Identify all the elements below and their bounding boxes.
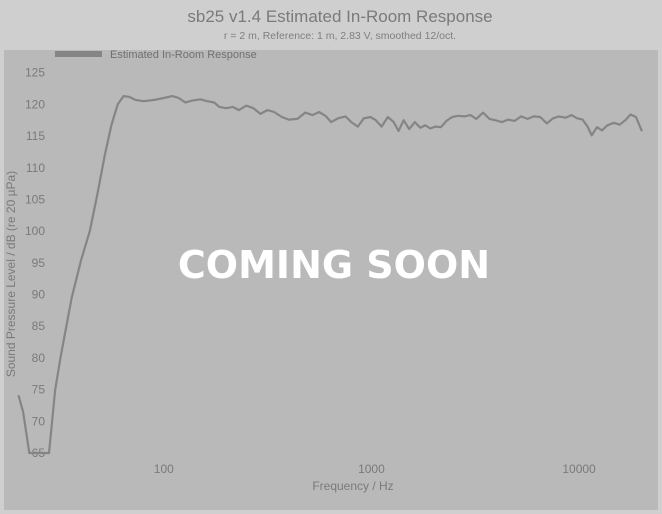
y-tick-label: 80 bbox=[32, 351, 46, 365]
x-axis-label: Frequency / Hz bbox=[312, 479, 393, 493]
y-tick-label: 85 bbox=[32, 319, 46, 333]
y-tick-label: 120 bbox=[25, 97, 45, 111]
chart-title: sb25 v1.4 Estimated In-Room Response bbox=[187, 7, 492, 26]
y-tick-label: 100 bbox=[25, 224, 45, 238]
coming-soon-overlay: COMING SOON bbox=[178, 243, 490, 287]
plot-area bbox=[4, 50, 658, 510]
y-tick-label: 125 bbox=[25, 66, 45, 80]
legend-label: Estimated In-Room Response bbox=[110, 49, 257, 61]
x-tick-label: 1000 bbox=[358, 462, 385, 476]
y-tick-label: 70 bbox=[32, 414, 46, 428]
y-tick-label: 110 bbox=[26, 161, 45, 175]
x-tick-label: 10000 bbox=[562, 462, 596, 476]
x-tick-label: 100 bbox=[154, 462, 174, 476]
y-tick-label: 115 bbox=[26, 129, 45, 143]
y-tick-label: 75 bbox=[32, 383, 46, 397]
chart-subtitle: r = 2 m, Reference: 1 m, 2.83 V, smoothe… bbox=[224, 30, 456, 42]
y-tick-label: 95 bbox=[32, 256, 46, 270]
legend-swatch bbox=[55, 51, 102, 57]
y-tick-label: 105 bbox=[25, 192, 45, 206]
series-line-estimated-in-room-response bbox=[17, 95, 643, 455]
y-axis-label: Sound Pressure Level / dB (re 20 µPa) bbox=[4, 171, 18, 377]
y-tick-label: 90 bbox=[32, 288, 46, 302]
